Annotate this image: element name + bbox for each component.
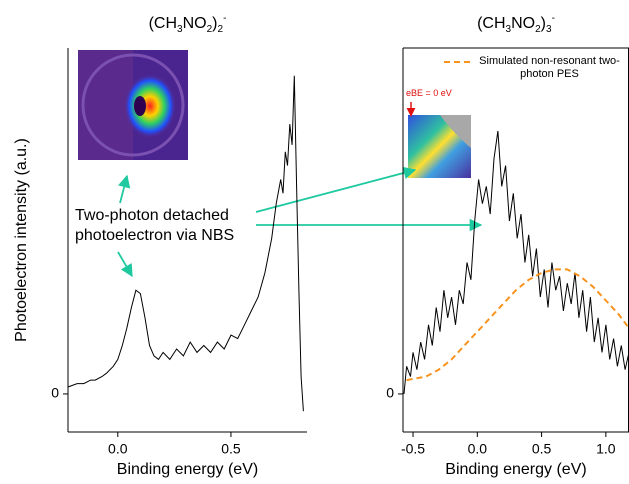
annotation: eBE = 0 eV [406, 88, 452, 98]
x-tick-label: -0.5 [401, 441, 425, 457]
x-axis-label: Binding energy (eV) [117, 461, 258, 478]
spectrum-line [403, 130, 629, 394]
arrows [117, 166, 483, 278]
x-tick-label: 0.0 [108, 441, 128, 457]
x-tick-label: 1.0 [596, 441, 616, 457]
legend-label: Simulated non-resonant two-photon PES [479, 55, 620, 80]
x-tick-label: 0.5 [221, 441, 241, 457]
chart-title: (CH3NO2)3- [477, 13, 555, 35]
y-tick-label: 0 [386, 385, 394, 401]
y-axis-label: Photoelectron intensity (a.u.) [13, 138, 30, 342]
detector-image-left [78, 50, 188, 160]
annotation: Two-photon detached photoelectron via NB… [75, 207, 235, 244]
x-axis-label: Binding energy (eV) [445, 461, 586, 478]
detector-image-right [408, 115, 471, 178]
y-tick-label: 0 [51, 385, 59, 401]
x-tick-label: 0.0 [468, 441, 488, 457]
spectrum-line [67, 75, 304, 412]
x-tick-label: 0.5 [532, 441, 552, 457]
chart-title: (CH3NO2)2- [149, 13, 227, 35]
simulated-line [406, 268, 629, 382]
